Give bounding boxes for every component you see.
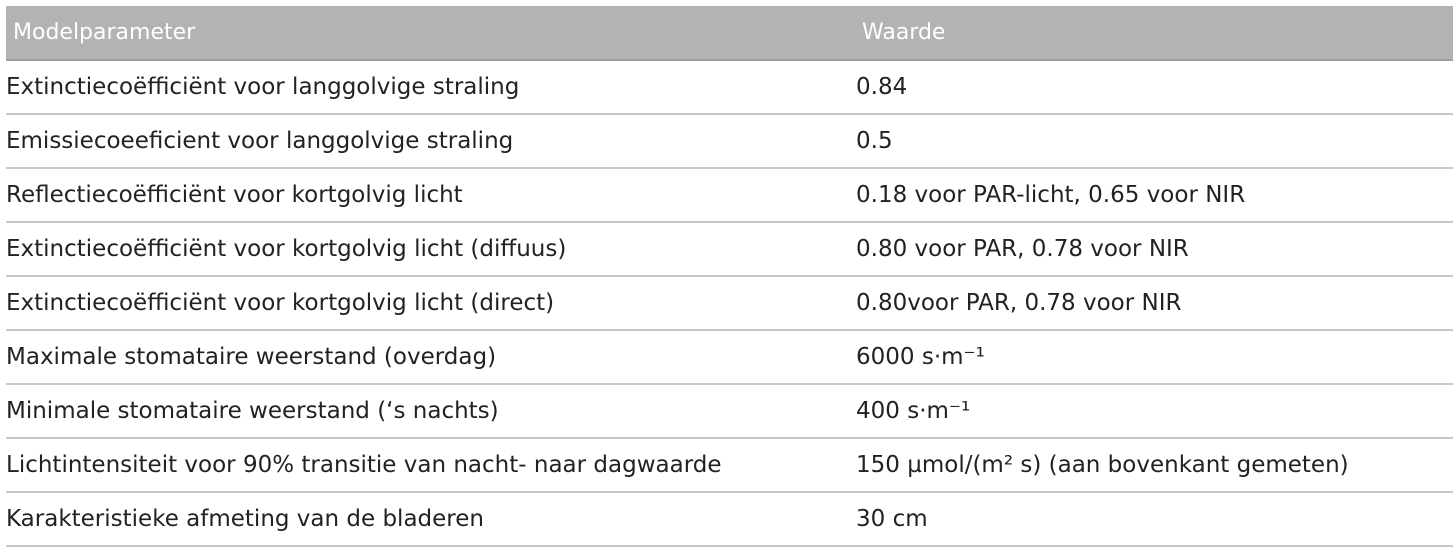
header-value: Waarde [862, 20, 946, 45]
param-cell: Maximale stomataire weerstand (overdag) [6, 344, 497, 370]
table-row: Reflectiecoëfficiënt voor kortgolvig lic… [6, 169, 1453, 223]
value-cell: 0.84 [856, 74, 908, 100]
param-cell: Emissiecoeeficient voor langgolvige stra… [6, 128, 514, 154]
header-param: Modelparameter [13, 20, 196, 45]
table-row: Extinctiecoëfficiënt voor kortgolvig lic… [6, 223, 1453, 277]
value-cell: 0.5 [856, 128, 893, 154]
param-cell: Minimale stomataire weerstand (‘s nachts… [6, 398, 499, 424]
param-cell: Karakteristieke afmeting van de bladeren [6, 506, 484, 532]
parameter-table: Modelparameter Waarde Extinctiecoëfficië… [6, 6, 1453, 547]
value-cell: 30 cm [856, 506, 928, 532]
value-cell: 0.18 voor PAR-licht, 0.65 voor NIR [856, 182, 1246, 208]
table-row: Lichtintensiteit voor 90% transitie van … [6, 439, 1453, 493]
value-cell: 6000 s·m⁻¹ [856, 344, 985, 370]
table-row: Extinctiecoëfficiënt voor langgolvige st… [6, 61, 1453, 115]
value-cell: 0.80voor PAR, 0.78 voor NIR [856, 290, 1182, 316]
param-cell: Reflectiecoëfficiënt voor kortgolvig lic… [6, 182, 463, 208]
table-row: Minimale stomataire weerstand (‘s nachts… [6, 385, 1453, 439]
param-cell: Extinctiecoëfficiënt voor kortgolvig lic… [6, 290, 555, 316]
table-header: Modelparameter Waarde [6, 6, 1453, 61]
value-cell: 150 µmol/(m² s) (aan bovenkant gemeten) [856, 452, 1349, 478]
param-cell: Lichtintensiteit voor 90% transitie van … [6, 452, 722, 478]
param-cell: Extinctiecoëfficiënt voor kortgolvig lic… [6, 236, 567, 262]
table-row: Extinctiecoëfficiënt voor kortgolvig lic… [6, 277, 1453, 331]
value-cell: 400 s·m⁻¹ [856, 398, 971, 424]
value-cell: 0.80 voor PAR, 0.78 voor NIR [856, 236, 1189, 262]
table-row: Maximale stomataire weerstand (overdag) … [6, 331, 1453, 385]
table-row: Emissiecoeeficient voor langgolvige stra… [6, 115, 1453, 169]
table-row: Karakteristieke afmeting van de bladeren… [6, 493, 1453, 547]
param-cell: Extinctiecoëfficiënt voor langgolvige st… [6, 74, 520, 100]
